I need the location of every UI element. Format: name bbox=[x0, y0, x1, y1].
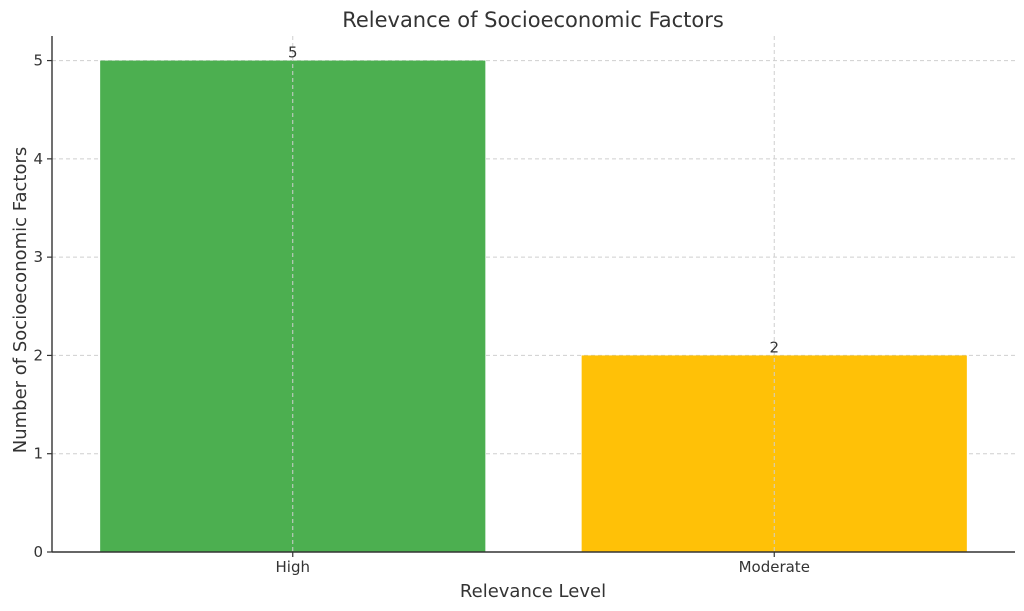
x-tick-label: Moderate bbox=[739, 558, 810, 576]
y-tick-label: 2 bbox=[33, 346, 43, 364]
data-label: 5 bbox=[288, 44, 298, 62]
vertical-gridlines bbox=[292, 36, 775, 552]
data-label: 2 bbox=[769, 338, 779, 356]
y-tick-label: 5 bbox=[33, 52, 43, 70]
bars bbox=[100, 60, 967, 552]
y-tick-label: 4 bbox=[33, 150, 43, 168]
axes bbox=[51, 36, 1015, 553]
x-axis-label: Relevance Level bbox=[460, 581, 606, 602]
y-axis-label: Number of Socioeconomic Factors bbox=[10, 147, 31, 453]
x-tick-label: High bbox=[276, 558, 310, 576]
x-ticks: High Moderate bbox=[276, 552, 810, 576]
data-labels: 52 bbox=[288, 44, 779, 357]
chart-title: Relevance of Socioeconomic Factors bbox=[342, 8, 724, 32]
y-tick-label: 3 bbox=[33, 248, 43, 266]
y-tick-label: 1 bbox=[33, 445, 43, 463]
y-ticks: 0 1 2 3 4 5 bbox=[33, 52, 52, 561]
y-tick-label: 0 bbox=[33, 543, 43, 561]
